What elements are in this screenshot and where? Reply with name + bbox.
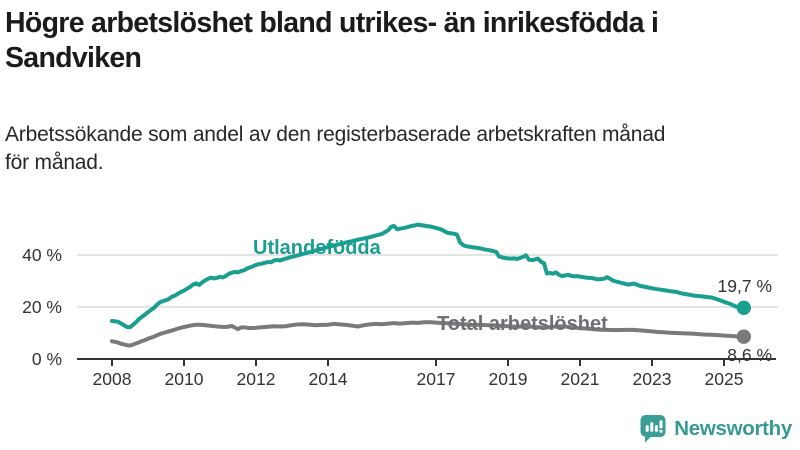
x-axis — [77, 358, 776, 366]
newsworthy-brand: Newsworthy — [639, 414, 792, 443]
chart-subtitle-line-1: Arbetssökande som andel av den registerb… — [5, 123, 666, 146]
x-tick-label: 2025 — [705, 369, 744, 389]
x-tick-label: 2021 — [561, 369, 600, 389]
series-end-dot-0 — [736, 300, 751, 315]
x-tick-label: 2008 — [93, 369, 132, 389]
chart-subtitle: Arbetssökande som andel av den registerb… — [5, 121, 795, 177]
x-axis-tick-labels: 2008 2010 2012 2014 2017 2019 2021 2023 2025 — [93, 369, 744, 389]
series-line-1 — [110, 320, 746, 348]
end-value-label-utlandsfodda: 19,7 % — [718, 276, 772, 296]
series-end-dot-1 — [736, 329, 751, 344]
x-tick-label: 2019 — [489, 369, 528, 389]
y-axis-tick-labels: 0 % 20 % 40 % — [22, 245, 62, 369]
chart-title-line-1: Högre arbetslöshet bland utrikes- än inr… — [5, 7, 659, 39]
newsworthy-logo-icon — [639, 414, 667, 443]
x-tick-label: 2012 — [237, 369, 276, 389]
chart-title-line-2: Sandviken — [5, 42, 142, 74]
y-tick-label: 40 % — [22, 245, 62, 265]
series-line-0 — [110, 222, 746, 330]
chart-title: Högre arbetslöshet bland utrikes- än inr… — [5, 6, 800, 76]
y-tick-label: 20 % — [22, 297, 62, 317]
y-tick-label: 0 % — [32, 349, 62, 369]
x-tick-label: 2017 — [417, 369, 456, 389]
series-label-total-arbetsloshet: Total arbetslöshet — [437, 313, 608, 335]
x-tick-label: 2014 — [309, 369, 348, 389]
series-lines — [110, 222, 751, 348]
end-value-label-total-arbetsloshet: 8,6 % — [727, 345, 772, 365]
series-label-utlandsfodda: Utlandsfödda — [253, 237, 382, 259]
gridlines — [77, 254, 778, 308]
chart-subtitle-line-2: för månad. — [5, 151, 104, 174]
x-tick-label: 2023 — [633, 369, 672, 389]
newsworthy-brand-text: Newsworthy — [674, 416, 792, 440]
x-tick-label: 2010 — [165, 369, 204, 389]
